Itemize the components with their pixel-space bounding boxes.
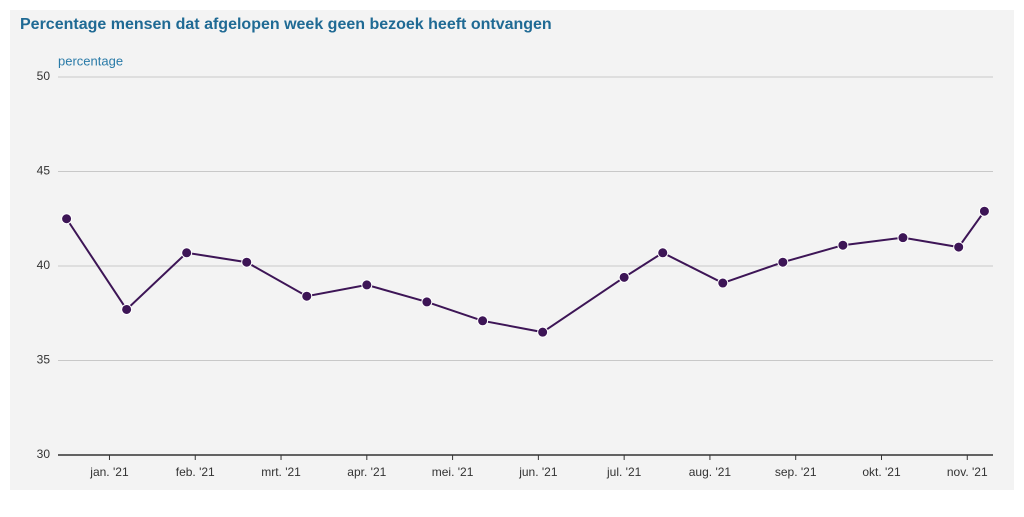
x-tick-label: jul. '21 bbox=[606, 465, 642, 479]
point bbox=[897, 232, 909, 244]
point bbox=[361, 279, 373, 291]
x-tick-label: apr. '21 bbox=[347, 465, 386, 479]
x-tick-label: mei. '21 bbox=[432, 465, 474, 479]
chart-background bbox=[10, 10, 1014, 490]
x-tick-label: okt. '21 bbox=[862, 465, 901, 479]
x-tick-label: feb. '21 bbox=[176, 465, 215, 479]
x-tick-label: sep. '21 bbox=[775, 465, 817, 479]
point bbox=[717, 277, 729, 289]
point bbox=[181, 247, 193, 259]
point bbox=[618, 271, 630, 283]
point bbox=[61, 213, 73, 225]
point bbox=[477, 315, 489, 327]
y-tick-label: 30 bbox=[37, 447, 51, 461]
point bbox=[241, 256, 253, 268]
point bbox=[537, 326, 549, 338]
x-tick-label: mrt. '21 bbox=[261, 465, 301, 479]
y-tick-label: 35 bbox=[37, 353, 51, 367]
point bbox=[953, 241, 965, 253]
point bbox=[421, 296, 433, 308]
point bbox=[777, 256, 789, 268]
x-tick-label: nov. '21 bbox=[947, 465, 988, 479]
x-tick-label: jun. '21 bbox=[518, 465, 558, 479]
point bbox=[657, 247, 669, 259]
y-tick-label: 50 bbox=[37, 69, 51, 83]
x-tick-label: aug. '21 bbox=[689, 465, 732, 479]
chart-title: Percentage mensen dat afgelopen week gee… bbox=[20, 16, 552, 33]
y-tick-label: 40 bbox=[37, 258, 51, 272]
x-tick-label: jan. '21 bbox=[89, 465, 129, 479]
point bbox=[837, 239, 849, 251]
point bbox=[978, 205, 990, 217]
point bbox=[301, 290, 313, 302]
y-tick-label: 45 bbox=[37, 164, 51, 178]
y-axis-label: percentage bbox=[58, 53, 123, 68]
point bbox=[121, 303, 133, 315]
